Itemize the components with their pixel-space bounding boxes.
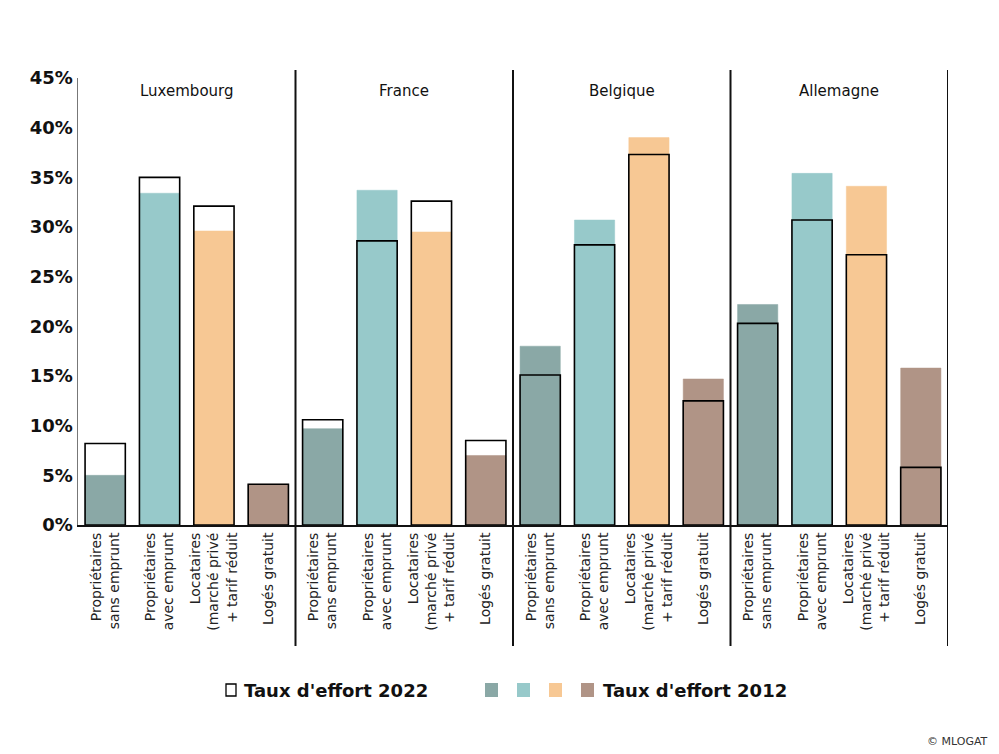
- svg-text:Locataires(marché privé+ tarif: Locataires(marché privé+ tarif réduit: [840, 532, 892, 631]
- svg-text:Propriétairesavec emprunt: Propriétairesavec emprunt: [142, 532, 176, 630]
- svg-text:40%: 40%: [30, 117, 73, 138]
- svg-text:5%: 5%: [42, 465, 73, 486]
- svg-text:Logés gratuit: Logés gratuit: [912, 532, 928, 625]
- svg-text:Propriétairesavec emprunt: Propriétairesavec emprunt: [795, 532, 829, 630]
- svg-text:35%: 35%: [30, 167, 73, 188]
- svg-text:© MLOGAT: © MLOGAT: [927, 735, 988, 748]
- svg-text:Logés gratuit: Logés gratuit: [260, 532, 276, 625]
- svg-text:Propriétairessans emprunt: Propriétairessans emprunt: [523, 532, 557, 629]
- svg-text:Allemagne: Allemagne: [799, 82, 879, 100]
- svg-text:30%: 30%: [30, 216, 73, 237]
- svg-text:15%: 15%: [30, 365, 73, 386]
- svg-text:Taux d'effort 2022: Taux d'effort 2022: [244, 680, 428, 701]
- svg-text:Taux d'effort 2012: Taux d'effort 2012: [603, 680, 787, 701]
- svg-text:Belgique: Belgique: [589, 82, 655, 100]
- svg-text:Propriétairesavec emprunt: Propriétairesavec emprunt: [360, 532, 394, 630]
- svg-text:Locataires(marché privé+ tarif: Locataires(marché privé+ tarif réduit: [187, 532, 239, 631]
- svg-text:Logés gratuit: Logés gratuit: [695, 532, 711, 625]
- svg-text:25%: 25%: [30, 266, 73, 287]
- svg-text:45%: 45%: [30, 67, 73, 88]
- svg-text:Locataires(marché privé+ tarif: Locataires(marché privé+ tarif réduit: [405, 532, 457, 631]
- svg-text:France: France: [379, 82, 429, 100]
- svg-text:Propriétairesavec emprunt: Propriétairesavec emprunt: [577, 532, 611, 630]
- svg-text:Luxembourg: Luxembourg: [140, 82, 234, 100]
- svg-text:20%: 20%: [30, 316, 73, 337]
- svg-text:Propriétairessans emprunt: Propriétairessans emprunt: [740, 532, 774, 629]
- svg-text:10%: 10%: [30, 415, 73, 436]
- svg-text:Locataires(marché privé+ tarif: Locataires(marché privé+ tarif réduit: [622, 532, 674, 631]
- svg-text:Logés gratuit: Logés gratuit: [477, 532, 493, 625]
- svg-text:0%: 0%: [42, 514, 73, 535]
- svg-text:Propriétairessans emprunt: Propriétairessans emprunt: [305, 532, 339, 629]
- svg-text:Propriétairessans emprunt: Propriétairessans emprunt: [88, 532, 122, 629]
